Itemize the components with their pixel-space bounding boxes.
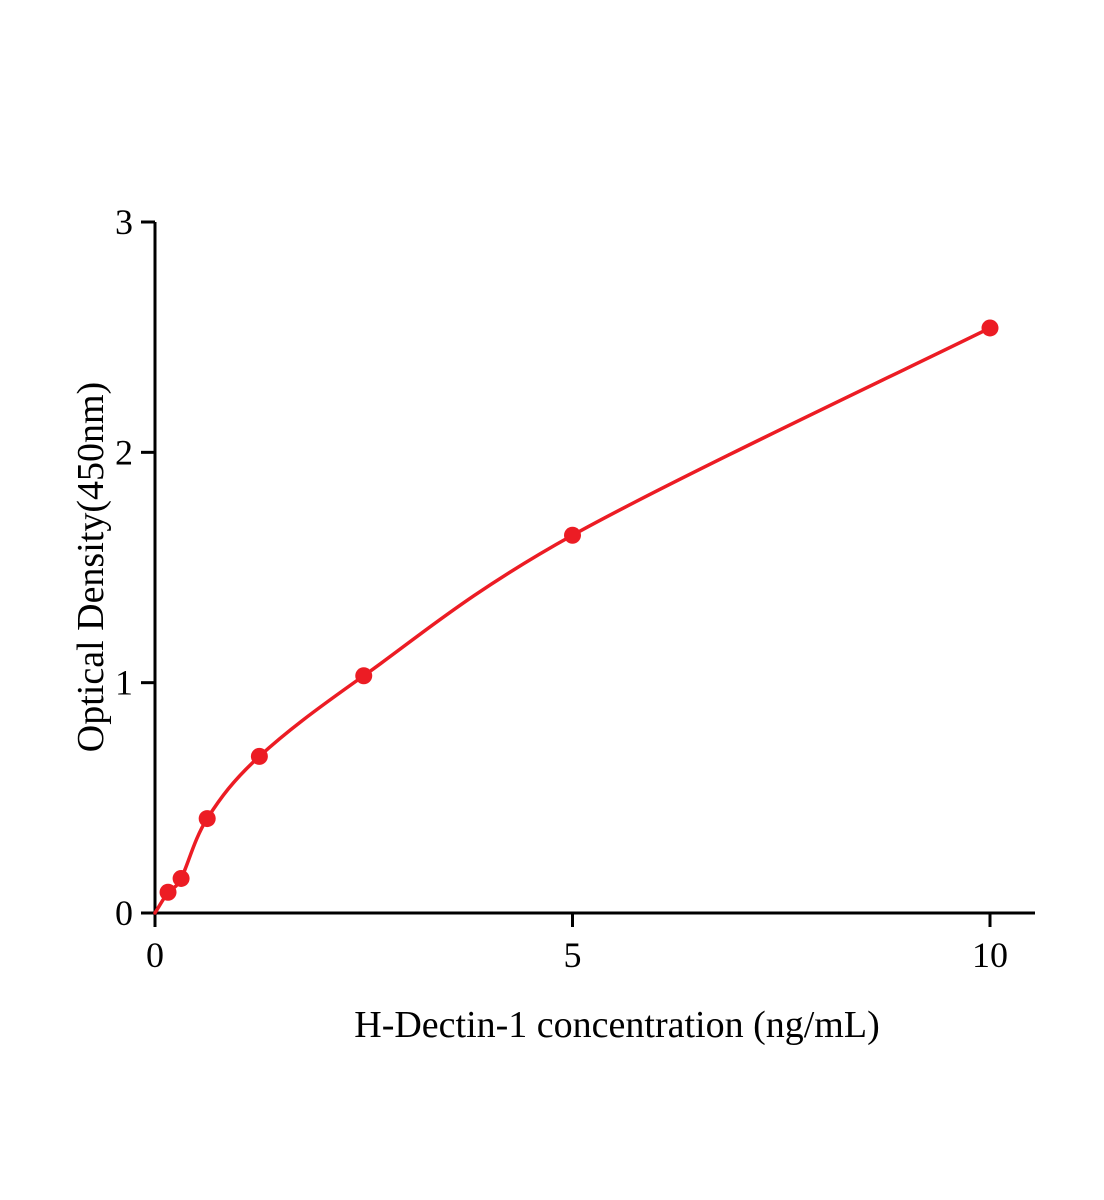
y-tick-label: 0: [115, 893, 133, 933]
y-axis-title: Optical Density(450nm): [70, 382, 112, 752]
x-tick-label: 0: [146, 935, 164, 975]
data-point: [355, 667, 373, 685]
data-point: [250, 747, 268, 765]
plot-area: 0 5 10 0 1 2 3: [115, 202, 1035, 975]
y-tick-label: 2: [115, 432, 133, 472]
y-tick-label: 3: [115, 202, 133, 242]
y-tick-label: 1: [115, 663, 133, 703]
x-axis-title: H-Dectin-1 concentration (ng/mL): [354, 1004, 879, 1046]
x-tick-label: 5: [564, 935, 582, 975]
data-point: [172, 869, 190, 887]
data-point: [981, 319, 999, 337]
data-point: [159, 883, 177, 901]
x-tick-label: 10: [972, 935, 1008, 975]
data-point: [198, 810, 216, 828]
fitted-curve: [153, 326, 992, 915]
data-point: [564, 526, 581, 544]
